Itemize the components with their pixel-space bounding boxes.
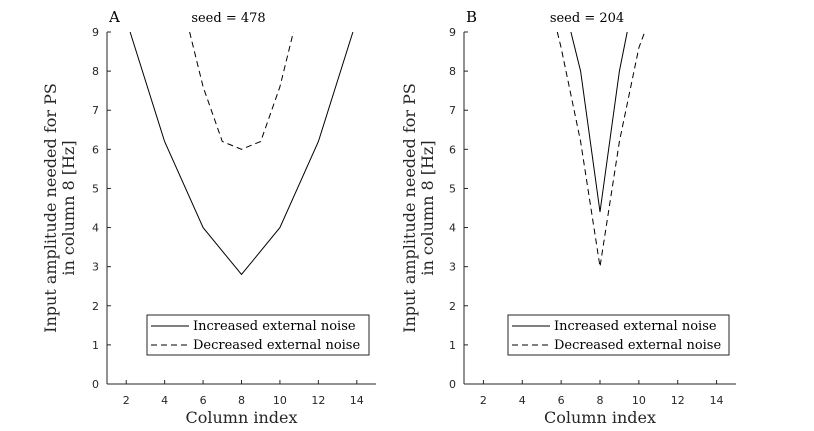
y-tick-label: 0 [449,378,456,391]
x-tick-label: 2 [123,394,130,407]
y-tick-label: 4 [92,222,99,235]
y-tick-label: 6 [449,143,456,156]
y-tick-label: 6 [92,143,99,156]
x-tick-label: 2 [480,394,487,407]
x-tick-label: 12 [671,394,685,407]
x-axis-label: Column index [185,408,297,427]
y-axis-label: Input amplitude needed for PS [41,83,60,333]
x-tick-label: 14 [710,394,724,407]
y-tick-label: 3 [449,261,456,274]
legend-label: Decreased external noise [193,338,360,353]
panel-letter: A [108,8,120,26]
panel-title: seed = 478 [191,11,265,26]
y-tick-label: 9 [92,26,99,39]
legend-box [146,314,370,356]
x-tick-label: 8 [597,394,604,407]
y-axis-label: in column 8 [Hz] [59,140,78,275]
y-tick-label: 3 [92,261,99,274]
y-tick-label: 5 [92,182,99,195]
y-tick-label: 2 [449,300,456,313]
series-line-decreased-noise [556,31,646,267]
x-tick-label: 10 [632,394,646,407]
legend-box [507,314,730,356]
x-tick-label: 12 [311,394,325,407]
x-tick-label: 6 [558,394,565,407]
y-axis-label: Input amplitude needed for PS [400,83,419,333]
x-tick-label: 4 [161,394,168,407]
y-axis-label: in column 8 [Hz] [418,140,437,275]
series-line-increased-noise [570,31,628,212]
y-tick-label: 9 [449,26,456,39]
y-tick-label: 7 [449,104,456,117]
y-tick-label: 4 [449,222,456,235]
legend-label: Decreased external noise [554,338,721,353]
y-tick-label: 7 [92,104,99,117]
series-line-decreased-noise [189,31,294,150]
x-tick-label: 10 [273,394,287,407]
x-tick-label: 4 [519,394,526,407]
y-tick-label: 8 [92,65,99,78]
x-axis-label: Column index [544,408,656,427]
panel-letter: B [466,8,477,26]
x-tick-label: 14 [350,394,364,407]
y-tick-label: 5 [449,182,456,195]
series-line-increased-noise [129,31,354,276]
y-tick-label: 1 [92,339,99,352]
y-tick-label: 8 [449,65,456,78]
x-tick-label: 6 [200,394,207,407]
x-tick-label: 8 [238,394,245,407]
legend-label: Increased external noise [554,319,717,334]
y-tick-label: 2 [92,300,99,313]
legend-label: Increased external noise [193,319,356,334]
panel-title: seed = 204 [550,11,624,26]
y-tick-label: 1 [449,339,456,352]
y-tick-label: 0 [92,378,99,391]
